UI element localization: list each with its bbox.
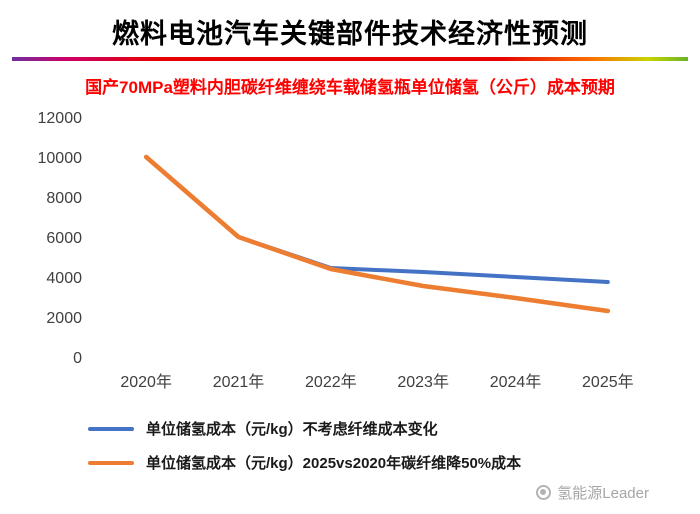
- legend-item-orange: 单位储氢成本（元/kg）2025vs2020年碳纤维降50%成本: [88, 452, 700, 473]
- chart-legend: 单位储氢成本（元/kg）不考虑纤维成本变化 单位储氢成本（元/kg）2025vs…: [88, 418, 700, 473]
- title-divider: [12, 57, 688, 61]
- page-title: 燃料电池汽车关键部件技术经济性预测: [112, 19, 588, 49]
- x-tick-label: 2021年: [213, 373, 265, 391]
- x-tick-label: 2020年: [120, 373, 172, 391]
- y-tick-label: 12000: [38, 110, 83, 127]
- series-line-orange: [143, 154, 611, 314]
- line-chart: 0 2000 4000 6000 8000 10000 12000 2020年 2021年 202…: [18, 100, 700, 418]
- y-tick-label: 4000: [46, 270, 82, 287]
- legend-label-orange: 单位储氢成本（元/kg）2025vs2020年碳纤维降50%成本: [146, 455, 522, 472]
- legend-swatch-blue-icon: [88, 426, 134, 431]
- y-tick-label: 2000: [46, 310, 82, 327]
- x-tick-label: 2022年: [305, 373, 357, 391]
- y-tick-label: 10000: [38, 150, 83, 167]
- x-tick-label: 2023年: [397, 373, 449, 391]
- legend-swatch-orange-icon: [88, 460, 134, 465]
- y-tick-label: 6000: [46, 230, 82, 247]
- watermark: 氢能源Leader: [533, 481, 652, 504]
- chart-subtitle: 国产70MPa塑料内胆碳纤维缠绕车载储氢瓶单位储氢（公斤）成本预期: [85, 78, 615, 97]
- x-tick-label: 2025年: [582, 373, 634, 391]
- watermark-text: 氢能源Leader: [557, 485, 649, 502]
- legend-label-blue: 单位储氢成本（元/kg）不考虑纤维成本变化: [146, 421, 438, 438]
- chart-canvas: 0 2000 4000 6000 8000 10000 12000 2020年 2021年 202…: [38, 110, 634, 391]
- y-tick-label: 8000: [46, 190, 82, 207]
- legend-item-blue: 单位储氢成本（元/kg）不考虑纤维成本变化: [88, 418, 700, 439]
- x-tick-label: 2024年: [490, 373, 542, 391]
- watermark-logo-icon: [536, 485, 552, 500]
- y-tick-label: 0: [73, 350, 82, 367]
